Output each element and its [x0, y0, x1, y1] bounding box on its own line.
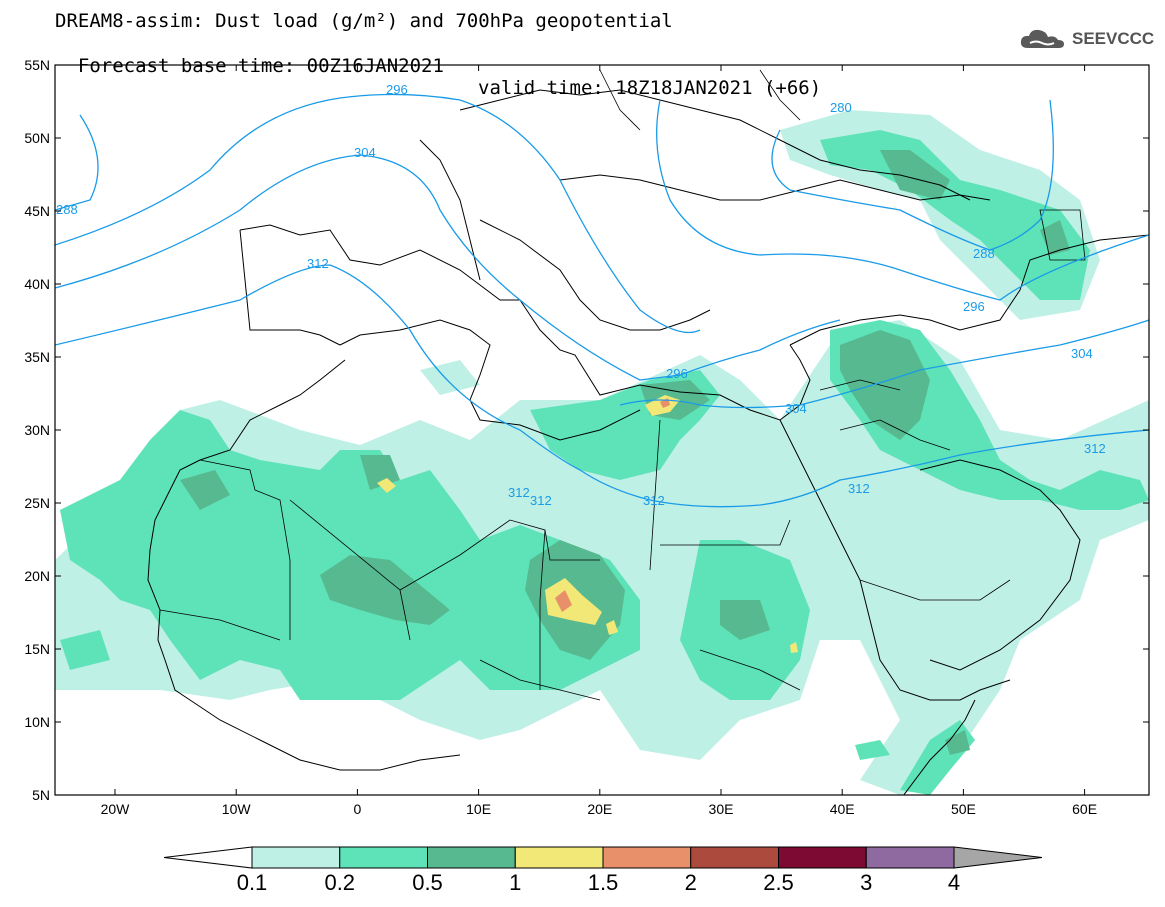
cloud-icon: [1020, 29, 1064, 48]
contour-label: 288: [56, 202, 78, 217]
lat-tick-label: 45N: [24, 203, 50, 219]
contour-label: 296: [963, 299, 985, 314]
contour-label: 312: [530, 493, 552, 508]
colorbar-swatch: [602, 846, 692, 869]
colorbar-tick-label: 0.1: [237, 870, 268, 895]
forecast-times: Forecast base time: 00Z16JAN2021 valid t…: [55, 33, 821, 99]
lon-tick-label: 50E: [951, 801, 976, 817]
colorbar-swatch: [514, 846, 604, 869]
colorbar-tick-label: 0.5: [412, 870, 443, 895]
lon-tick-label: 10W: [222, 801, 252, 817]
lon-tick-label: 60E: [1072, 801, 1097, 817]
lat-tick-label: 30N: [24, 422, 50, 438]
contour-label: 312: [643, 493, 665, 508]
lat-tick-label: 40N: [24, 276, 50, 292]
lon-tick-label: 20W: [101, 801, 131, 817]
lon-tick-label: 20E: [587, 801, 612, 817]
contour-label: 288: [973, 246, 995, 261]
contour-label: 280: [830, 100, 852, 115]
map-title: DREAM8-assim: Dust load (g/m²) and 700hP…: [55, 10, 673, 32]
lat-tick-label: 5N: [32, 787, 50, 803]
contour-label: 312: [508, 485, 530, 500]
lat-tick-label: 15N: [24, 641, 50, 657]
lon-tick-label: 0: [354, 801, 362, 817]
latitude-axis: 55N 50N 45N 40N 35N 30N 25N 20N 15N 10N 5N: [24, 57, 1149, 803]
contour-labels: 296 304 312 280 288 296 304 312 296 312 …: [56, 82, 1106, 508]
country-borders: [159, 69, 1086, 701]
lon-tick-label: 30E: [709, 801, 734, 817]
colorbar-swatch: [778, 846, 867, 869]
contour-label: 296: [386, 82, 408, 97]
colorbar-tick-label: 1.5: [588, 870, 619, 895]
longitude-axis: 20W 10W 0 10E 20E 30E 40E 50E 60E: [101, 65, 1097, 817]
contour-label: 312: [848, 481, 870, 496]
lon-tick-label: 10E: [466, 801, 491, 817]
contour-label: 312: [307, 256, 329, 271]
contour-label: 296: [666, 366, 688, 381]
lat-tick-label: 35N: [24, 349, 50, 365]
lat-tick-label: 10N: [24, 714, 50, 730]
colorbar-tick-label: 4: [948, 870, 960, 895]
geopotential-contours: [55, 93, 1149, 508]
colorbar-tick-label: 3: [860, 870, 872, 895]
colorbar-swatch: [865, 846, 955, 869]
lat-tick-label: 50N: [24, 130, 50, 146]
contour-label: 304: [785, 401, 807, 416]
colorbar-swatch: [427, 846, 516, 869]
colorbar-tick-label: 2.5: [763, 870, 794, 895]
lat-tick-label: 20N: [24, 568, 50, 584]
colorbar-tick-label: 1: [509, 870, 521, 895]
contour-label: 312: [1084, 441, 1106, 456]
colorbar-over-triangle: [953, 846, 1043, 869]
colorbar-swatch: [251, 846, 341, 869]
lat-tick-label: 55N: [24, 57, 50, 73]
colorbar-under-triangle: [163, 846, 253, 869]
colorbar: 0.1 0.2 0.5 1 1.5 2 2.5 3 4: [163, 846, 1043, 895]
logo-text: SEEVCCC: [1072, 29, 1155, 48]
colorbar-swatch: [339, 846, 428, 869]
seevccc-logo: SEEVCCC: [1018, 26, 1154, 52]
contour-label: 304: [1071, 346, 1093, 361]
base-time: Forecast base time: 00Z16JAN2021: [77, 55, 444, 77]
coastlines: [147, 89, 1149, 795]
colorbar-swatch: [690, 846, 779, 869]
colorbar-tick-label: 0.2: [324, 870, 355, 895]
lat-tick-label: 25N: [24, 495, 50, 511]
contour-label: 304: [354, 145, 376, 160]
dust-load-field: [55, 110, 1149, 795]
colorbar-tick-label: 2: [685, 870, 697, 895]
lon-tick-label: 40E: [830, 801, 855, 817]
